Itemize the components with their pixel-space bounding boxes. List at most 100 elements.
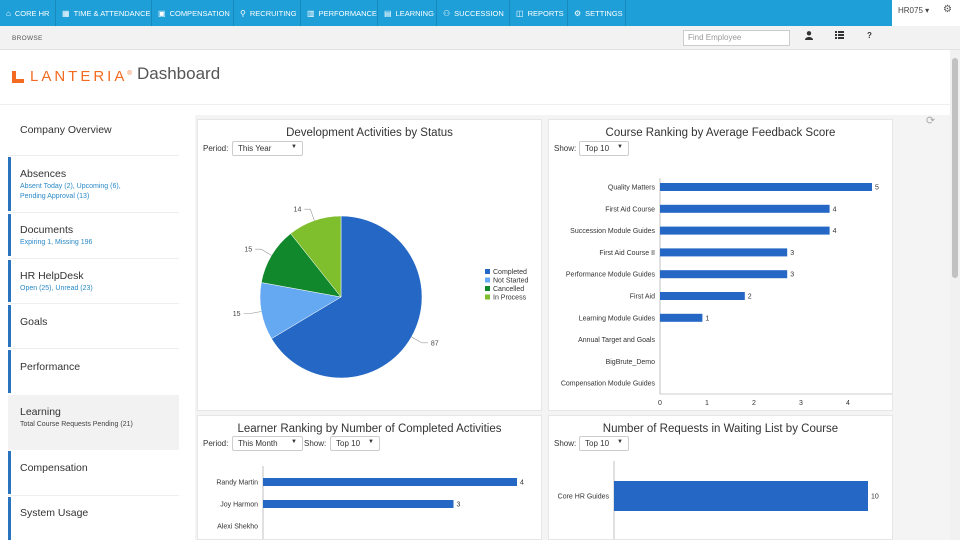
panel-title: Course Ranking by Average Feedback Score [605, 127, 836, 139]
panel-title: Learner Ranking by Number of Completed A… [237, 423, 502, 435]
panel-development-activities: Development Activities by Status Period:… [197, 119, 542, 411]
refresh-icon[interactable]: ⟳ [926, 115, 936, 127]
sidebar-item-goals[interactable]: Goals [8, 305, 179, 347]
sidebar-item-system-usage[interactable]: System Usage [8, 497, 179, 540]
bar [660, 292, 745, 300]
scroll-thumb[interactable] [952, 58, 958, 278]
sidebar-item-company-overview[interactable]: Company Overview [8, 118, 179, 153]
period-value: This Year [238, 144, 272, 153]
bar [660, 226, 830, 235]
category-label: First Aid Course II [599, 250, 655, 257]
course-ranking-chart: Quality Matters 5 First Aid Course 4 Success… [561, 178, 892, 407]
nav-reports[interactable]: ◫ Reports [510, 0, 568, 26]
show-value: Top 10 [336, 439, 361, 448]
bar [263, 500, 454, 508]
calendar-icon: ▦ [62, 8, 70, 18]
logo-mark-icon [12, 70, 24, 83]
nav-compensation[interactable]: ▣ Compensation [152, 0, 234, 26]
show-value: Top 10 [585, 439, 610, 448]
legend-swatch [485, 286, 490, 291]
bar-value-label: 1 [705, 315, 709, 322]
bar-value-label: 4 [520, 480, 524, 487]
show-label: Show: [304, 439, 327, 448]
sidebar-item-subtitle[interactable]: Absent Today (2), Upcoming (6), Pending … [20, 183, 121, 200]
category-label: Joy Harmon [220, 502, 258, 509]
search-icon: ⚲ [240, 8, 246, 18]
user-menu[interactable]: HR075 ▾ [898, 6, 930, 15]
bar-value-label: 2 [748, 294, 752, 301]
sidebar-item-absences[interactable]: Absences Absent Today (2), Upcoming (6), … [8, 157, 179, 211]
sidebar-item-subtitle[interactable]: Total Course Requests Pending (21) [20, 421, 133, 428]
nav-label: Succession [454, 8, 504, 18]
browse-bar: BROWSE [0, 26, 960, 50]
user-area: HR075 ▾ ⚙ [892, 0, 960, 26]
help-icon[interactable]: ? [867, 31, 872, 40]
nav-learning[interactable]: ▤ Learning [378, 0, 437, 26]
sidebar-item-learning[interactable]: Learning Total Course Requests Pending (2… [8, 395, 179, 450]
list-icon[interactable] [835, 31, 844, 41]
page-scrollbar[interactable] [950, 50, 960, 540]
sidebar-item-performance[interactable]: Performance [8, 350, 179, 393]
show-select[interactable]: Top 10 ▼ [330, 436, 380, 451]
panel-title: Development Activities by Status [286, 127, 453, 139]
nav-settings[interactable]: ⚙ Settings [568, 0, 626, 26]
period-select[interactable]: This Month ▼ [232, 436, 303, 451]
nav-succession[interactable]: ⚇ Succession [437, 0, 510, 26]
nav-label: Settings [585, 8, 623, 18]
gear-icon: ⚙ [574, 8, 582, 18]
nav-label: Reports [527, 8, 564, 18]
panel-title: Number of Requests in Waiting List by Co… [602, 423, 839, 435]
category-label: Compensation Module Guides [561, 381, 656, 388]
bar [660, 313, 703, 322]
sidebar-item-title: System Usage [20, 507, 89, 519]
nav-time-attendance[interactable]: ▦ Time & Attendance [56, 0, 152, 26]
waiting-list-chart: Core HR Guides 10 [558, 461, 879, 539]
bar-value-label: 5 [875, 185, 879, 192]
period-label: Period: [203, 439, 229, 448]
bar [660, 248, 788, 257]
category-label: First Aid Course [605, 206, 655, 213]
nav-performance[interactable]: ▥ Performance [301, 0, 378, 26]
pie-leader-line [304, 208, 315, 221]
find-employee-input[interactable]: Find Employee [683, 30, 790, 46]
bar-value-label: 10 [871, 494, 879, 501]
category-label: Alexi Shekho [217, 524, 258, 531]
x-tick-label: 2 [752, 400, 756, 407]
sidebar-item-subtitle[interactable]: Open (25), Unread (23) [20, 285, 93, 292]
sidebar-item-documents[interactable]: Documents Expiring 1, Missing 196 [8, 214, 179, 256]
nav-core-hr[interactable]: ⌂ Core HR [0, 0, 56, 26]
bar-value-label: 3 [790, 272, 794, 279]
sidebar-item-title: HR HelpDesk [20, 270, 84, 282]
category-label: Quality Matters [608, 185, 656, 192]
show-select[interactable]: Top 10 ▼ [579, 436, 629, 451]
category-label: Performance Module Guides [566, 272, 656, 279]
sidebar-item-compensation[interactable]: Compensation [8, 451, 179, 494]
nav-recruiting[interactable]: ⚲ Recruiting [234, 0, 301, 26]
chevron-down-icon: ▼ [291, 144, 297, 150]
sidebar-item-hr-helpdesk[interactable]: HR HelpDesk Open (25), Unread (23) [8, 260, 179, 302]
dashboard-sidebar [0, 105, 195, 540]
nav-label: Time & Attendance [73, 8, 151, 18]
x-tick-label: 1 [705, 400, 709, 407]
sidebar-item-title: Absences [20, 168, 67, 180]
show-select[interactable]: Top 10 ▼ [579, 141, 629, 156]
browse-label[interactable]: BROWSE [12, 35, 43, 42]
sidebar-item-subtitle[interactable]: Expiring 1, Missing 196 [20, 239, 93, 246]
nav-label: Recruiting [249, 8, 297, 18]
pie-leader-line [411, 336, 428, 344]
period-value: This Month [238, 439, 278, 448]
top-navigation-bar: ⌂ Core HR ▦ Time & Attendance ▣ Compensatio… [0, 0, 960, 26]
panel-course-ranking: Course Ranking by Average Feedback Score… [548, 119, 893, 411]
show-value: Top 10 [585, 144, 610, 153]
person-icon[interactable] [805, 31, 813, 42]
report-icon: ◫ [516, 8, 524, 18]
pie-value-label: 14 [294, 207, 302, 214]
gear-icon[interactable]: ⚙ [943, 4, 952, 15]
book-icon: ▤ [384, 8, 392, 18]
chevron-down-icon: ▼ [617, 439, 623, 445]
legend-label: In Process [493, 295, 527, 302]
pie-value-label: 15 [244, 247, 252, 254]
period-select[interactable]: This Year ▼ [232, 141, 303, 156]
show-label: Show: [554, 144, 577, 153]
category-label: Core HR Guides [558, 494, 610, 501]
